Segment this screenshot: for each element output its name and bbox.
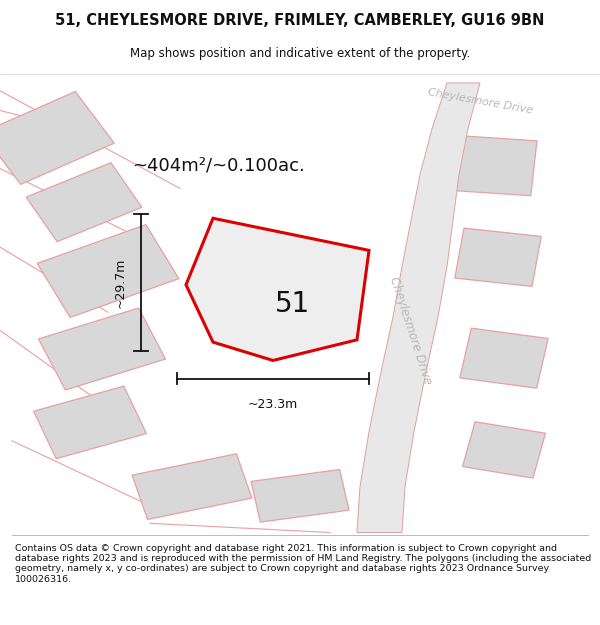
Polygon shape — [455, 228, 541, 286]
Polygon shape — [251, 469, 349, 522]
Polygon shape — [357, 83, 480, 532]
Polygon shape — [447, 135, 537, 196]
Text: Cheylesmore Drive: Cheylesmore Drive — [388, 275, 434, 386]
Text: 51: 51 — [275, 290, 310, 318]
Text: 51, CHEYLESMORE DRIVE, FRIMLEY, CAMBERLEY, GU16 9BN: 51, CHEYLESMORE DRIVE, FRIMLEY, CAMBERLE… — [55, 13, 545, 28]
Text: ~29.7m: ~29.7m — [113, 258, 127, 308]
Polygon shape — [34, 386, 146, 459]
Polygon shape — [37, 224, 179, 318]
Polygon shape — [132, 454, 252, 519]
Text: Cheylesmore Drive: Cheylesmore Drive — [427, 87, 533, 116]
Polygon shape — [26, 162, 142, 242]
Polygon shape — [38, 308, 166, 390]
Text: ~23.3m: ~23.3m — [248, 398, 298, 411]
Text: ~404m²/~0.100ac.: ~404m²/~0.100ac. — [132, 156, 305, 174]
Polygon shape — [460, 328, 548, 388]
Polygon shape — [186, 218, 369, 361]
Text: Contains OS data © Crown copyright and database right 2021. This information is : Contains OS data © Crown copyright and d… — [15, 544, 591, 584]
Text: Map shows position and indicative extent of the property.: Map shows position and indicative extent… — [130, 47, 470, 59]
Polygon shape — [463, 422, 545, 478]
Polygon shape — [0, 91, 114, 184]
